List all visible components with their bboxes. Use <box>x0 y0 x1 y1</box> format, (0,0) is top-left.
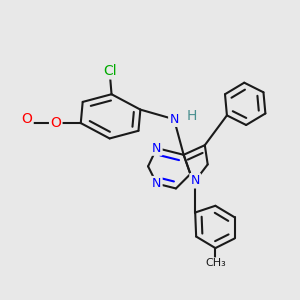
Text: O: O <box>50 116 61 130</box>
Text: CH₃: CH₃ <box>205 259 226 269</box>
Text: O: O <box>22 112 32 126</box>
Text: Cl: Cl <box>103 64 116 78</box>
Text: N: N <box>152 142 161 154</box>
Text: N: N <box>169 113 179 126</box>
Text: N: N <box>152 177 161 190</box>
Text: N: N <box>190 174 200 187</box>
Text: H: H <box>186 109 197 123</box>
